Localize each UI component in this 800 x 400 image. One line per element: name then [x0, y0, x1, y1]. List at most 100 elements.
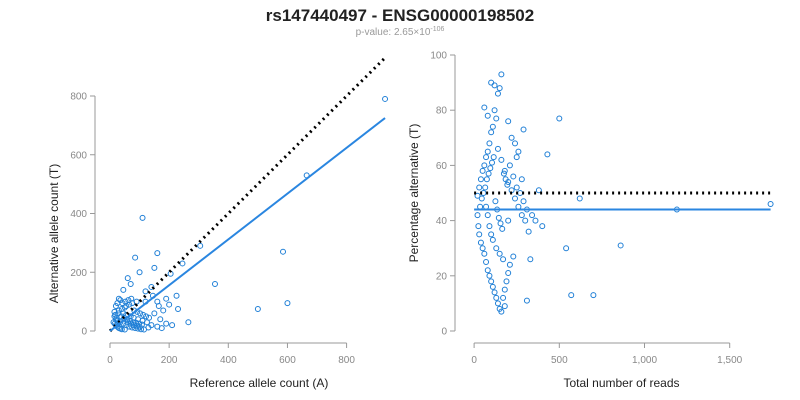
right-data-point	[489, 283, 496, 290]
chart-subtitle: p-value: 2.65×10-106	[356, 26, 445, 38]
right-data-point	[510, 173, 517, 180]
left-data-point	[157, 316, 164, 323]
left-data-point	[145, 324, 152, 331]
right-x-axis-title: Total number of reads	[563, 376, 679, 390]
right-data-point	[520, 198, 527, 205]
left-y-tick-label: 800	[70, 92, 87, 103]
right-y-tick-label: 80	[436, 106, 448, 117]
right-data-point	[481, 250, 488, 257]
right-data-point	[477, 239, 484, 246]
right-x-tick-label: 1,500	[717, 355, 742, 366]
right-data-point	[522, 217, 529, 224]
left-data-point	[139, 214, 146, 221]
left-data-point	[121, 326, 128, 333]
right-data-point	[497, 220, 504, 227]
right-data-point	[523, 297, 530, 304]
right-data-point	[483, 259, 490, 265]
right-data-point	[501, 303, 508, 310]
left-y-tick-label: 0	[81, 327, 87, 338]
right-data-point	[510, 253, 517, 260]
right-y-tick-label: 100	[430, 51, 447, 62]
right-data-point	[767, 201, 774, 208]
left-reference-line	[108, 56, 387, 333]
left-data-point	[119, 300, 126, 307]
left-data-point	[280, 248, 287, 255]
right-data-point	[501, 167, 508, 174]
left-data-point	[121, 304, 128, 311]
right-data-point	[508, 134, 515, 141]
left-data-point	[197, 242, 204, 249]
right-data-point	[617, 242, 624, 249]
right-data-point	[491, 82, 498, 89]
left-data-point	[112, 303, 119, 310]
right-data-point	[513, 154, 520, 161]
right-data-point	[518, 212, 525, 219]
right-data-point	[525, 228, 532, 235]
right-data-point	[479, 167, 486, 174]
right-data-point	[494, 90, 501, 97]
left-data-point	[211, 281, 218, 287]
left-data-point	[112, 311, 119, 318]
right-data-point	[496, 250, 503, 257]
right-data-point	[503, 278, 510, 285]
right-data-point	[486, 140, 493, 147]
right-data-point	[515, 203, 522, 210]
right-data-point	[568, 292, 575, 299]
right-data-point	[496, 85, 503, 92]
left-data-point	[132, 254, 139, 261]
left-data-point	[175, 305, 182, 312]
left-data-point	[155, 303, 162, 310]
right-data-point	[484, 267, 491, 274]
right-data-point	[505, 217, 512, 224]
right-data-point	[527, 256, 534, 263]
right-data-point	[539, 223, 546, 230]
right-data-point	[477, 176, 484, 183]
right-data-point	[484, 148, 491, 155]
right-data-point	[498, 156, 505, 163]
left-data-point	[179, 260, 186, 267]
right-data-point	[512, 195, 519, 202]
percentage-alternative-plot: 0 500 1,000 1,500 0 20 40 60 80 100 Total number o…	[407, 51, 774, 390]
right-data-point	[486, 223, 493, 230]
right-data-point	[489, 236, 496, 243]
left-data-point	[148, 283, 155, 290]
left-data-point	[130, 319, 137, 326]
right-data-point	[500, 256, 507, 263]
right-data-point	[502, 176, 509, 183]
left-x-tick-label: 0	[107, 355, 113, 366]
right-x-tick-label: 0	[471, 355, 477, 366]
right-data-point	[518, 176, 525, 183]
right-data-point	[512, 140, 519, 147]
right-data-point	[481, 104, 488, 111]
left-data-point	[173, 292, 180, 299]
left-x-tick-label: 800	[338, 355, 355, 366]
right-data-point	[544, 151, 551, 158]
left-data-point	[125, 297, 132, 304]
left-data-point	[140, 311, 147, 318]
left-data-point	[137, 310, 144, 317]
allele-count-plot: 0 200 400 600 800 0 200 400 600 800 Reference alle…	[47, 56, 389, 390]
left-data-point	[163, 295, 170, 302]
right-data-point	[563, 245, 570, 252]
right-data-point	[481, 162, 488, 169]
left-data-point	[122, 298, 129, 305]
right-data-point	[492, 198, 499, 205]
left-data-point	[135, 320, 142, 327]
right-data-point	[478, 195, 485, 202]
left-data-point	[124, 275, 131, 282]
right-data-point	[485, 170, 492, 177]
right-data-point	[505, 270, 512, 277]
right-y-tick-label: 60	[436, 161, 448, 172]
right-data-point	[477, 203, 484, 210]
left-y-axis-title: Alternative allele count (T)	[47, 164, 61, 303]
right-data-point	[488, 278, 495, 285]
p-value-exponent: -106	[430, 26, 444, 33]
left-data-point	[120, 286, 127, 293]
right-data-point	[479, 245, 486, 252]
right-data-point	[476, 231, 483, 238]
left-fit-line	[109, 117, 386, 332]
left-data-point	[185, 319, 192, 326]
right-data-point	[476, 184, 483, 191]
left-data-point	[118, 326, 125, 333]
left-data-point	[111, 308, 118, 315]
